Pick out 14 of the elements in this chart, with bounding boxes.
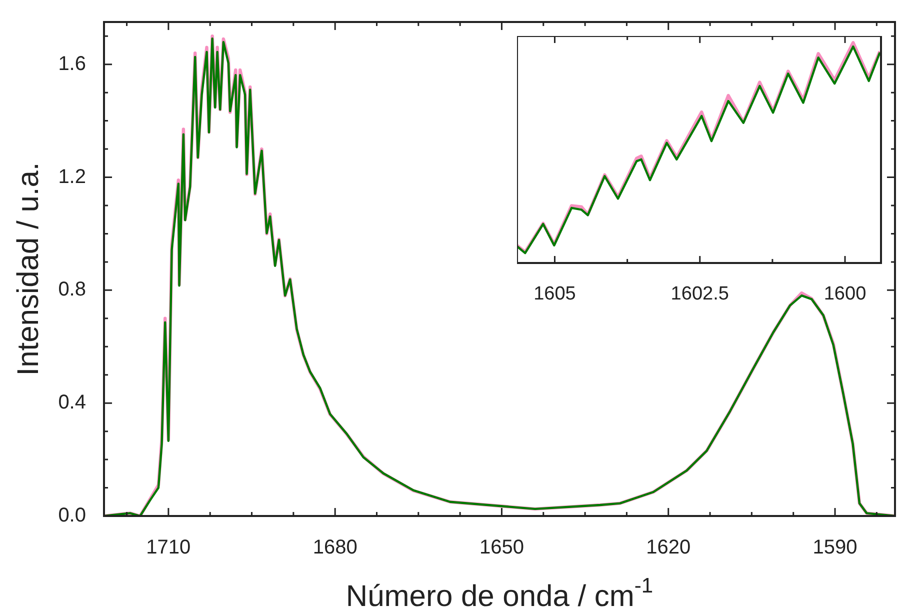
y-tick-label: 0.8 [58,278,86,301]
x-tick-label: 1600 [824,284,866,305]
x-tick-label: 1680 [312,536,358,559]
y-tick-label: 0.0 [58,504,86,527]
y-tick-label: 1.6 [58,52,86,75]
x-tick-label: 1650 [479,536,524,559]
y-tick-label: 1.2 [58,166,86,188]
x-tick-label: 1620 [646,536,691,559]
y-axis-title: Intensidad / u.a. [12,162,45,376]
x-tick-label: 1590 [812,536,858,559]
y-tick-label: 0.4 [58,392,86,414]
x-tick-label: 1605 [534,284,576,305]
x-tick-label: 1602.5 [670,284,729,305]
x-tick-label: 1710 [146,536,191,559]
